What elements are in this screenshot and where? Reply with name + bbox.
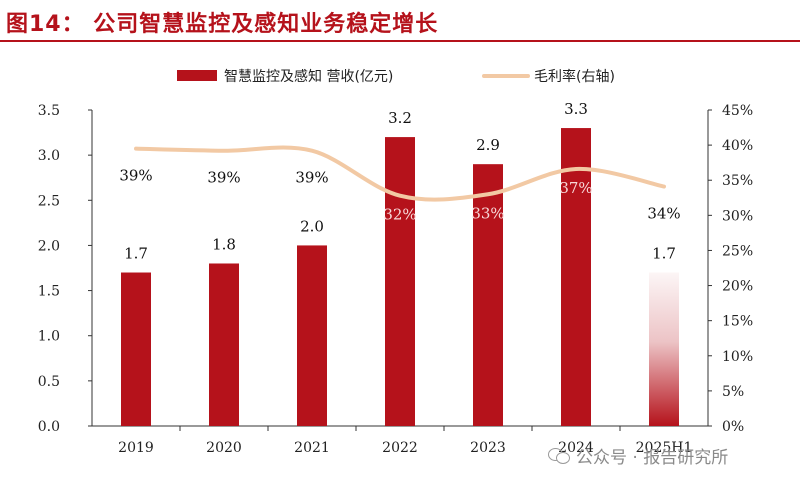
y-left-tick-label: 3.0 xyxy=(38,148,60,164)
margin-value-label: 39% xyxy=(295,169,328,187)
y-left-tick-label: 0.0 xyxy=(38,419,60,435)
legend-label-line: 毛利率(右轴) xyxy=(534,68,615,85)
bar xyxy=(209,263,239,426)
bar-value-label: 3.3 xyxy=(564,100,588,118)
y-left-tick-label: 2.0 xyxy=(38,238,60,254)
margin-value-label: 32% xyxy=(383,206,416,224)
margin-value-label: 34% xyxy=(647,205,680,223)
margin-value-label: 39% xyxy=(207,169,240,187)
x-tick-label: 2019 xyxy=(118,440,154,456)
bar xyxy=(385,137,415,426)
x-tick-label: 2023 xyxy=(470,440,506,456)
y-left-tick-label: 2.5 xyxy=(38,193,60,209)
x-tick-label: 2024 xyxy=(558,440,594,456)
y-right-tick-label: 15% xyxy=(722,314,753,330)
margin-value-label: 39% xyxy=(119,167,152,185)
legend: 智慧监控及感知 营收(亿元) 毛利率(右轴) xyxy=(177,68,615,85)
data-labels: 1.7 1.8 2.0 3.2 2.9 3.3 1.7 39% 39% 39% 32% 33% 37% 3… xyxy=(119,100,680,262)
bar xyxy=(561,128,591,427)
y-right-tick-label: 45% xyxy=(722,103,753,119)
y-left-tick-label: 1.0 xyxy=(38,329,60,345)
watermark-text: 公众号 · 报告研究所 xyxy=(576,447,729,468)
margin-value-label: 33% xyxy=(471,204,504,222)
y-left-tick-label: 1.5 xyxy=(38,284,60,300)
bar-value-label: 3.2 xyxy=(388,109,412,127)
bar-value-label: 1.7 xyxy=(124,245,148,263)
y-right-tick-label: 5% xyxy=(722,384,744,400)
y-right-tick-label: 35% xyxy=(722,173,753,189)
y-right-tick-label: 40% xyxy=(722,138,753,154)
y-right-tick-label: 30% xyxy=(722,208,753,224)
x-tick-label: 2025H1 xyxy=(636,440,693,456)
margin-value-label: 37% xyxy=(559,179,592,197)
y-right-tick-label: 10% xyxy=(722,349,753,365)
x-tick-label: 2020 xyxy=(206,440,242,456)
y-right-tick-label: 20% xyxy=(722,279,753,295)
bar xyxy=(297,245,327,426)
bar xyxy=(649,272,679,426)
bar-value-label: 1.8 xyxy=(212,235,236,253)
title-underline xyxy=(0,40,800,42)
y-left-tick-label: 0.5 xyxy=(38,374,60,390)
y-right-tick-label: 0% xyxy=(722,419,744,435)
chart-svg: 智慧监控及感知 营收(亿元) 毛利率(右轴) 0.0 0.5 1.0 1.5 2.0 2.5… xyxy=(38,68,753,456)
legend-swatch-bar xyxy=(177,70,217,81)
bars xyxy=(121,128,679,427)
y-right-tick-label: 25% xyxy=(722,243,753,259)
margin-line-path xyxy=(134,145,666,202)
chart-title: 图14： 公司智慧监控及感知业务稳定增长 xyxy=(6,12,439,37)
wechat-icon xyxy=(548,446,570,464)
axes: 0.0 0.5 1.0 1.5 2.0 2.5 3.0 3.5 0% 5% 10% 15% 20% 25%… xyxy=(38,103,753,456)
margin-line xyxy=(134,145,666,202)
bar-value-label: 1.7 xyxy=(652,245,676,263)
y-left-tick-label: 3.5 xyxy=(38,103,60,119)
bar xyxy=(121,272,151,426)
x-tick-label: 2022 xyxy=(382,440,418,456)
x-tick-label: 2021 xyxy=(294,440,330,456)
bar-value-label: 2.0 xyxy=(300,217,324,235)
watermark: 公众号 · 报告研究所 xyxy=(548,442,728,468)
legend-label-bar: 智慧监控及感知 营收(亿元) xyxy=(224,68,393,85)
title-bar: 图14： 公司智慧监控及感知业务稳定增长 xyxy=(0,0,800,44)
bar-value-label: 2.9 xyxy=(476,136,500,154)
bar xyxy=(473,164,503,426)
